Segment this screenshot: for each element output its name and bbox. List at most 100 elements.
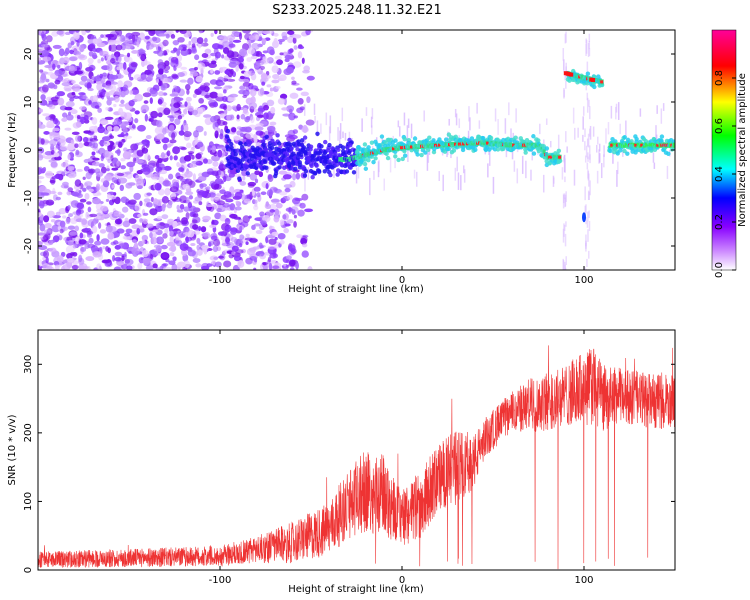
noise-blob — [54, 69, 63, 77]
noise-blob — [102, 180, 110, 188]
noise-blob — [183, 108, 188, 115]
noise-blob — [297, 209, 305, 217]
ridge-blob — [263, 147, 269, 152]
noise-blob — [198, 30, 203, 34]
spectrogram-ridge — [224, 68, 675, 181]
noise-streak — [605, 128, 607, 144]
noise-blob — [162, 127, 167, 135]
noise-blob — [114, 245, 121, 250]
noise-blob — [105, 245, 110, 252]
noise-blob — [260, 191, 267, 196]
noise-blob — [259, 87, 265, 96]
noise-streak — [585, 268, 588, 270]
noise-blob — [140, 104, 150, 113]
noise-blob — [51, 99, 59, 106]
noise-blob — [119, 34, 126, 43]
noise-blob — [88, 50, 94, 57]
noise-blob — [106, 168, 110, 172]
noise-blob — [158, 68, 164, 75]
noise-blob — [38, 232, 46, 236]
noise-streak — [584, 155, 587, 163]
noise-streak — [565, 31, 567, 43]
noise-blob — [229, 213, 238, 219]
noise-blob — [145, 265, 155, 270]
noise-blob — [61, 265, 66, 270]
noise-streak — [399, 126, 401, 137]
ridge-blob — [427, 135, 432, 140]
noise-blob — [176, 162, 180, 168]
noise-blob — [260, 73, 268, 80]
noise-blob — [61, 117, 68, 122]
noise-blob — [108, 70, 114, 75]
noise-blob — [97, 107, 103, 113]
noise-blob — [286, 255, 292, 260]
noise-blob — [287, 49, 292, 55]
noise-blob — [271, 231, 279, 237]
snr-y-label: SNR (10 * v/v) — [7, 414, 18, 485]
noise-blob — [191, 154, 195, 160]
noise-streak — [585, 216, 587, 225]
noise-blob — [48, 190, 57, 195]
y-tick-label: 300 — [23, 355, 34, 374]
noise-blob — [115, 44, 123, 51]
noise-blob — [239, 243, 243, 248]
noise-streak — [389, 158, 392, 173]
noise-streak — [369, 177, 371, 196]
noise-blob — [210, 60, 217, 65]
noise-blob — [238, 48, 248, 57]
noise-streak — [314, 115, 316, 123]
ridge-core — [384, 147, 388, 153]
noise-blob — [151, 36, 158, 42]
noise-blob — [116, 228, 125, 234]
noise-blob — [173, 85, 178, 89]
ridge-peak — [462, 142, 466, 146]
noise-blob — [224, 229, 229, 234]
noise-blob — [237, 56, 244, 63]
noise-blob — [286, 36, 294, 44]
ridge-blob — [296, 139, 301, 144]
noise-blob — [160, 84, 166, 91]
noise-streak — [639, 108, 642, 117]
noise-blob — [221, 54, 225, 59]
noise-blob — [180, 178, 188, 183]
noise-blob — [142, 257, 151, 264]
noise-blob — [263, 112, 269, 120]
ridge-peak — [591, 78, 596, 82]
noise-streak — [587, 42, 590, 58]
noise-blob — [109, 195, 117, 200]
noise-blob — [274, 208, 280, 216]
noise-blob — [66, 257, 74, 263]
noise-blob — [214, 261, 222, 268]
noise-blob — [113, 103, 117, 108]
noise-blob — [162, 39, 169, 47]
noise-blob — [169, 139, 177, 144]
noise-blob — [286, 105, 295, 113]
ridge-blob — [369, 140, 375, 145]
noise-blob — [236, 103, 241, 111]
noise-streak — [619, 123, 621, 135]
noise-blob — [84, 192, 90, 200]
noise-blob — [79, 44, 85, 53]
noise-blob — [156, 201, 163, 207]
noise-blob — [94, 105, 100, 109]
noise-blob — [210, 52, 217, 57]
noise-blob — [100, 205, 109, 212]
ridge-core — [450, 142, 454, 148]
noise-blob — [222, 207, 230, 211]
noise-streak — [406, 125, 409, 143]
noise-streak — [584, 186, 586, 201]
noise-blob — [76, 168, 83, 172]
colorbar-tick-label: 0.8 — [714, 70, 725, 86]
x-tick-label: 0 — [399, 575, 405, 586]
noise-blob — [273, 187, 278, 191]
noise-blob — [150, 89, 158, 97]
noise-blob — [46, 35, 53, 43]
noise-blob — [150, 110, 159, 119]
noise-blob — [80, 75, 88, 82]
noise-blob — [229, 93, 239, 98]
colorbar-frame — [711, 29, 737, 271]
noise-blob — [46, 210, 55, 219]
noise-streak — [615, 103, 618, 113]
noise-blob — [277, 232, 286, 240]
noise-blob — [38, 240, 43, 247]
